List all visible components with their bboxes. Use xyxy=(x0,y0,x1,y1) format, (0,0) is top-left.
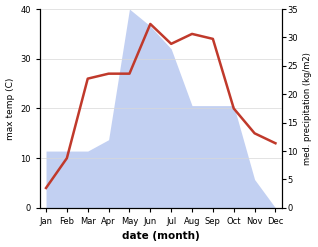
X-axis label: date (month): date (month) xyxy=(122,231,200,242)
Y-axis label: med. precipitation (kg/m2): med. precipitation (kg/m2) xyxy=(303,52,313,165)
Y-axis label: max temp (C): max temp (C) xyxy=(5,77,15,140)
